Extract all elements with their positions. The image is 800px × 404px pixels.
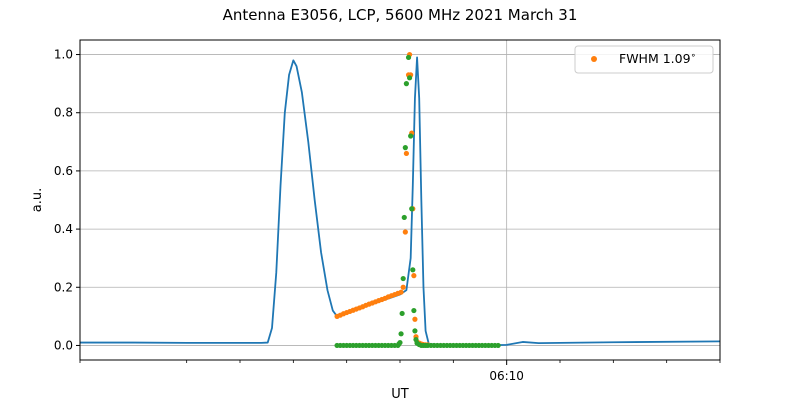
data-point-green bbox=[407, 75, 413, 81]
data-point-green bbox=[412, 328, 418, 334]
data-point-green bbox=[403, 81, 409, 87]
data-point-green bbox=[397, 339, 403, 346]
y-tick-label: 0.2 bbox=[54, 280, 73, 294]
grid bbox=[80, 40, 720, 360]
data-point-orange bbox=[398, 289, 404, 295]
legend: FWHM 1.09∘ bbox=[574, 45, 714, 74]
x-tick-label: 06:10 bbox=[489, 369, 524, 383]
data-point-green bbox=[400, 275, 406, 282]
data-point-orange bbox=[412, 316, 418, 322]
y-tick-label: 0.0 bbox=[54, 338, 73, 352]
data-line bbox=[80, 56, 721, 347]
y-tick-label: 0.6 bbox=[54, 164, 73, 178]
legend-label-text: FWHM 1.09 bbox=[619, 51, 691, 66]
data-point-green bbox=[495, 342, 501, 349]
data-point-green bbox=[399, 310, 405, 317]
y-tick-label: 0.8 bbox=[54, 106, 73, 120]
data-point-green bbox=[410, 267, 416, 273]
data-point-green bbox=[401, 214, 407, 221]
legend-frame bbox=[574, 45, 714, 74]
data-point-green bbox=[405, 54, 412, 61]
axis-ticks: 0.0 0.2 0.4 0.6 0.8 1.0 06:10 bbox=[54, 48, 721, 383]
y-tick-label: 0.4 bbox=[54, 222, 73, 236]
data-point-orange bbox=[411, 273, 417, 279]
legend-label-degree: ∘ bbox=[691, 51, 697, 61]
y-axis-label: a.u. bbox=[30, 188, 45, 212]
chart-title: Antenna E3056, LCP, 5600 MHz 2021 March … bbox=[223, 6, 578, 24]
data-point-orange bbox=[400, 284, 406, 290]
plot-area bbox=[80, 51, 721, 349]
data-point-orange bbox=[402, 229, 408, 235]
y-tick-label: 1.0 bbox=[54, 48, 73, 62]
data-point-green bbox=[402, 145, 408, 151]
legend-label-fwhm: FWHM 1.09∘ bbox=[619, 51, 696, 66]
data-point-green bbox=[408, 133, 414, 139]
data-point-green bbox=[398, 331, 404, 337]
data-point-green bbox=[411, 307, 417, 314]
legend-marker-fwhm bbox=[591, 56, 597, 62]
data-point-green bbox=[409, 206, 415, 212]
data-point-orange bbox=[403, 150, 409, 157]
x-axis-label: UT bbox=[391, 387, 409, 400]
